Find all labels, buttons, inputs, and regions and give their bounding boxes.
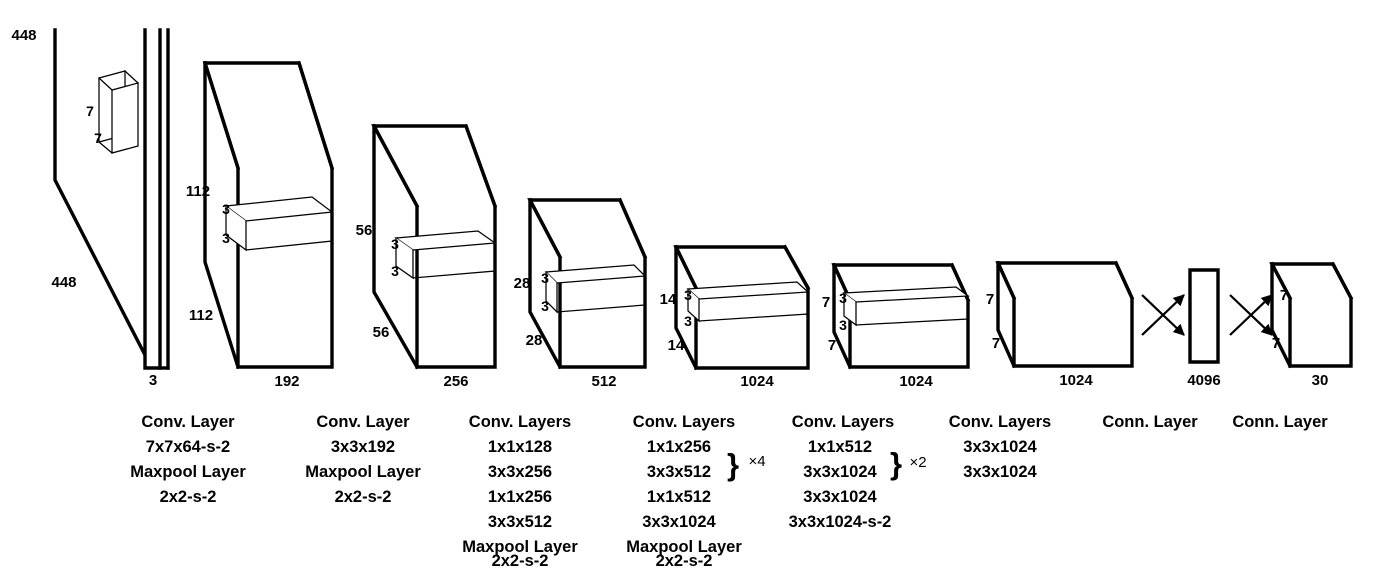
connector-fc-cross-2 bbox=[1229, 294, 1273, 336]
caption-block-7: Conn. Layer bbox=[1102, 413, 1198, 431]
caption-4-line-3: 1x1x512 bbox=[647, 488, 711, 506]
volume-block3 bbox=[527, 197, 648, 370]
caption-7-line-0: Conn. Layer bbox=[1102, 413, 1198, 431]
kernel-block4-w-label: 3 bbox=[684, 313, 692, 329]
volume-block1 bbox=[202, 60, 335, 370]
volume-fc1 bbox=[1188, 268, 1220, 364]
caption-2-line-1: 3x3x192 bbox=[331, 438, 395, 456]
caption-4-line-2: 3x3x512 bbox=[647, 463, 711, 481]
caption-4-line-1: 1x1x256 bbox=[647, 438, 711, 456]
caption-3-line-6: 2x2-s-2 bbox=[492, 552, 549, 570]
kernel-input-h-label: 7 bbox=[86, 103, 94, 119]
caption-3-line-0: Conv. Layers bbox=[469, 413, 571, 431]
caption-6-line-1: 3x3x1024 bbox=[963, 438, 1037, 456]
caption-block-2: Conv. Layer 3x3x192 Maxpool Layer 2x2-s-… bbox=[305, 413, 421, 506]
caption-5-line-4: 3x3x1024-s-2 bbox=[789, 513, 892, 531]
dim-output-depth: 30 bbox=[1312, 372, 1329, 389]
caption-4-repeat-label: ×4 bbox=[748, 453, 765, 470]
dim-block6-height: 7 bbox=[986, 291, 994, 308]
kernel-block3-h-label: 3 bbox=[541, 270, 549, 286]
dim-block2-height: 56 bbox=[356, 222, 373, 239]
caption-block-3: Conv. Layers 1x1x128 3x3x256 1x1x256 3x3… bbox=[462, 413, 578, 570]
caption-5-line-2: 3x3x1024 bbox=[803, 463, 877, 481]
caption-3-line-2: 3x3x256 bbox=[488, 463, 552, 481]
caption-block-1: Conv. Layer 7x7x64-s-2 Maxpool Layer 2x2… bbox=[130, 413, 246, 506]
dim-output-width: 7 bbox=[1272, 335, 1280, 352]
dim-block4-height: 14 bbox=[660, 291, 677, 308]
caption-block-8: Conn. Layer bbox=[1232, 413, 1328, 431]
volume-input bbox=[53, 28, 170, 370]
dim-block4-width: 14 bbox=[668, 337, 685, 354]
caption-8-line-0: Conn. Layer bbox=[1232, 413, 1328, 431]
dim-block1-depth: 192 bbox=[274, 373, 299, 390]
caption-5-line-1: 1x1x512 bbox=[808, 438, 872, 456]
kernel-block1-3x3 bbox=[224, 196, 334, 252]
caption-3-line-3: 1x1x256 bbox=[488, 488, 552, 506]
caption-6-line-2: 3x3x1024 bbox=[963, 463, 1037, 481]
caption-block-6: Conv. Layers 3x3x1024 3x3x1024 bbox=[949, 413, 1051, 481]
caption-5-repeat-label: ×2 bbox=[909, 454, 926, 471]
dim-fc1-depth: 4096 bbox=[1187, 372, 1220, 389]
caption-5-line-0: Conv. Layers bbox=[792, 413, 894, 431]
kernel-input-w-label: 7 bbox=[94, 130, 102, 146]
dim-block6-depth: 1024 bbox=[1059, 372, 1093, 389]
dim-output-height: 7 bbox=[1280, 287, 1288, 304]
caption-5-line-3: 3x3x1024 bbox=[803, 488, 877, 506]
kernel-block2-3x3 bbox=[394, 230, 497, 280]
kernel-input-7x7 bbox=[98, 70, 140, 154]
dim-input-depth: 3 bbox=[149, 372, 157, 389]
caption-4-line-4: 3x3x1024 bbox=[642, 513, 716, 531]
kernel-block1-h-label: 3 bbox=[222, 201, 230, 217]
kernel-block4-h-label: 3 bbox=[684, 287, 692, 303]
caption-5-brace-icon: } bbox=[890, 446, 902, 481]
caption-3-line-5: Maxpool Layer bbox=[462, 538, 578, 556]
caption-2-line-2: Maxpool Layer bbox=[305, 463, 421, 481]
volume-block6 bbox=[995, 260, 1135, 369]
dim-block3-width: 28 bbox=[526, 332, 543, 349]
kernel-block2-w-label: 3 bbox=[391, 263, 399, 279]
caption-4-brace-icon: } bbox=[727, 447, 739, 482]
dim-block5-width: 7 bbox=[828, 337, 836, 354]
caption-1-line-3: 2x2-s-2 bbox=[160, 488, 217, 506]
caption-1-line-2: Maxpool Layer bbox=[130, 463, 246, 481]
dim-input-width: 448 bbox=[51, 274, 76, 291]
kernel-block2-h-label: 3 bbox=[391, 236, 399, 252]
dim-block5-height: 7 bbox=[822, 294, 830, 311]
caption-2-line-3: 2x2-s-2 bbox=[335, 488, 392, 506]
dim-block6-width: 7 bbox=[992, 335, 1000, 352]
caption-4-line-0: Conv. Layers bbox=[633, 413, 735, 431]
kernel-block1-w-label: 3 bbox=[222, 230, 230, 246]
dim-input-height: 448 bbox=[11, 27, 36, 44]
caption-3-line-1: 1x1x128 bbox=[488, 438, 552, 456]
caption-2-line-0: Conv. Layer bbox=[316, 413, 410, 431]
caption-1-line-0: Conv. Layer bbox=[141, 413, 235, 431]
caption-block-5: Conv. Layers 1x1x512 3x3x1024 } ×2 3x3x1… bbox=[789, 413, 927, 531]
kernel-block3-3x3 bbox=[544, 264, 647, 314]
dim-block1-width: 112 bbox=[189, 307, 213, 324]
connector-fc-cross-1 bbox=[1141, 294, 1185, 336]
kernel-block5-3x3 bbox=[842, 286, 970, 327]
kernel-block5-w-label: 3 bbox=[839, 317, 847, 333]
caption-3-line-4: 3x3x512 bbox=[488, 513, 552, 531]
dim-block5-depth: 1024 bbox=[899, 373, 933, 390]
dim-block2-width: 56 bbox=[373, 324, 390, 341]
caption-4-line-6: 2x2-s-2 bbox=[656, 552, 713, 570]
dim-block4-depth: 1024 bbox=[740, 373, 774, 390]
dim-block1-height: 112 bbox=[186, 183, 210, 200]
kernel-block4-3x3 bbox=[686, 281, 810, 323]
caption-4-line-5: Maxpool Layer bbox=[626, 538, 742, 556]
caption-1-line-1: 7x7x64-s-2 bbox=[146, 438, 230, 456]
caption-6-line-0: Conv. Layers bbox=[949, 413, 1051, 431]
volume-block4 bbox=[673, 244, 811, 371]
kernel-block5-h-label: 3 bbox=[839, 290, 847, 306]
kernel-block3-w-label: 3 bbox=[541, 298, 549, 314]
volume-output bbox=[1269, 261, 1354, 369]
dim-block2-depth: 256 bbox=[443, 373, 468, 390]
caption-block-4: Conv. Layers 1x1x256 3x3x512 } ×4 1x1x51… bbox=[626, 413, 765, 570]
dim-block3-height: 28 bbox=[514, 275, 531, 292]
dim-block3-depth: 512 bbox=[591, 373, 616, 390]
